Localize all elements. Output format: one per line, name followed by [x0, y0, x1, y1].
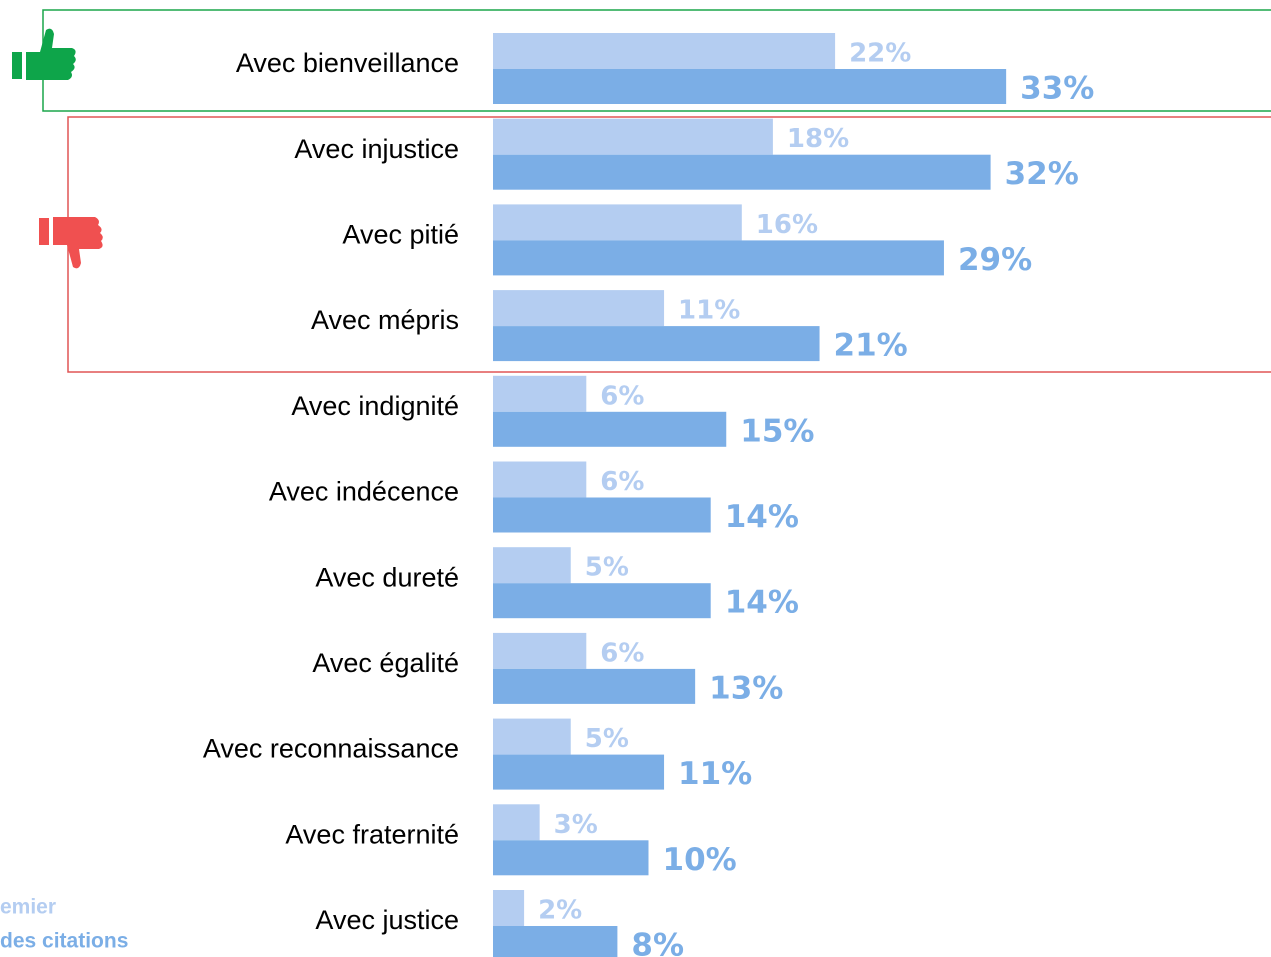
value-label: 15% [740, 413, 814, 449]
category-label: Avec mépris [311, 305, 459, 335]
value-label: 13% [709, 670, 783, 706]
bar [493, 890, 525, 926]
value-label: 6% [600, 381, 644, 411]
value-label: 22% [849, 39, 911, 69]
category-label: Avec égalité [312, 648, 459, 678]
bar [493, 69, 1007, 104]
bar [493, 375, 587, 412]
value-label: 14% [725, 585, 799, 621]
bar [493, 840, 649, 876]
bar [493, 118, 773, 155]
category-label: Avec injustice [294, 134, 459, 164]
category-label: Avec reconnaissance [203, 734, 459, 764]
bar [493, 290, 665, 327]
value-label: 10% [663, 842, 737, 878]
value-label: 16% [756, 210, 818, 240]
bar [493, 926, 618, 957]
value-label: 32% [1005, 156, 1079, 192]
bar [493, 204, 742, 241]
bar [493, 240, 944, 276]
value-label: 11% [678, 296, 740, 326]
value-label: 6% [600, 467, 644, 497]
value-label: 29% [958, 242, 1032, 278]
value-label: 14% [725, 499, 799, 535]
value-label: 21% [834, 328, 908, 364]
value-label: 18% [787, 124, 849, 154]
bar [493, 326, 820, 362]
bar [493, 668, 696, 704]
bar [493, 632, 587, 669]
category-label: Avec dureté [315, 562, 459, 592]
category-label: Avec justice [315, 905, 459, 935]
bar [493, 547, 571, 584]
category-label: Avec indignité [291, 391, 459, 421]
bar [493, 33, 836, 69]
legend-label: emier [0, 896, 56, 919]
category-label: Avec bienveillance [236, 48, 459, 78]
value-label: 6% [600, 638, 644, 668]
category-label: Avec pitié [342, 220, 459, 250]
value-label: 33% [1020, 71, 1094, 107]
bar [493, 583, 711, 619]
value-label: 2% [538, 896, 582, 926]
bar [493, 497, 711, 533]
legend-label: des citations [0, 930, 128, 953]
category-label: Avec fraternité [285, 819, 459, 849]
value-label: 11% [678, 756, 752, 792]
value-label: 5% [585, 724, 629, 754]
bar [493, 718, 571, 755]
bar [493, 154, 991, 190]
value-label: 5% [585, 553, 629, 583]
value-label: 3% [554, 810, 598, 840]
bar [493, 461, 587, 498]
category-label: Avec indécence [269, 477, 459, 507]
bar [493, 804, 540, 841]
bar [493, 411, 727, 447]
thumb-up-icon [12, 28, 76, 81]
bar [493, 754, 665, 790]
value-label: 8% [631, 928, 684, 957]
thumb-down-icon [39, 217, 103, 269]
